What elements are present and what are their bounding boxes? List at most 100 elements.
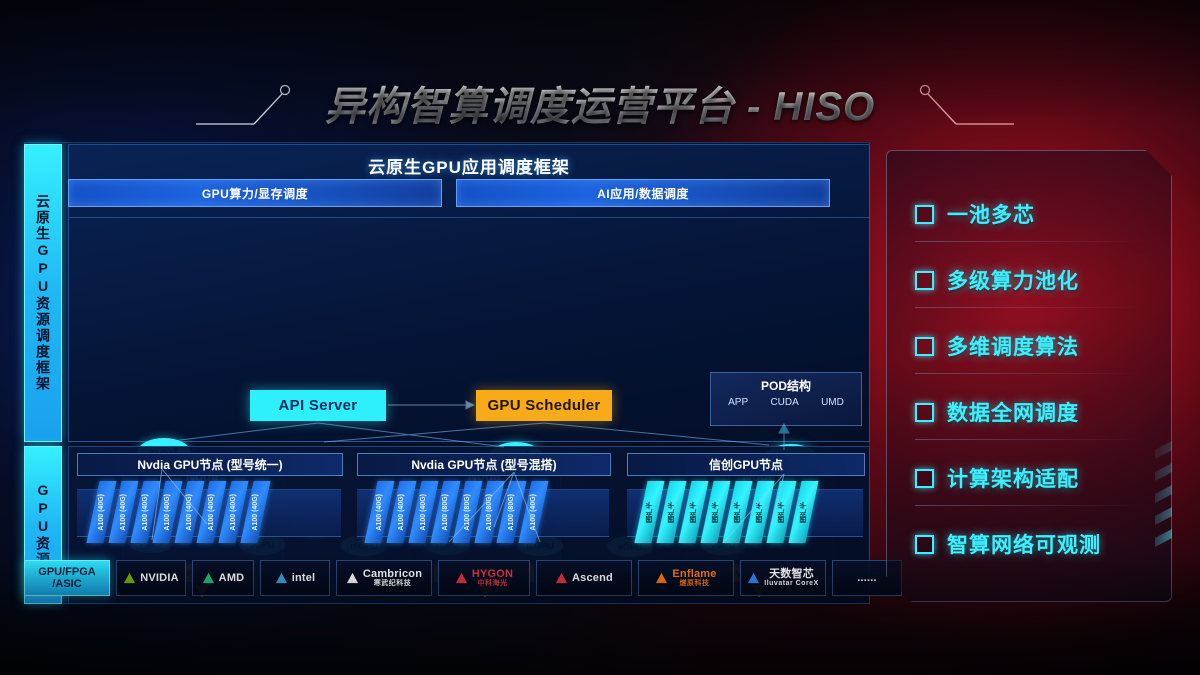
vendor-cell-enflame[interactable]: Enflame 燧原科技 (638, 560, 734, 596)
gpu-node-group-label-3: 信创GPU节点 (627, 453, 865, 476)
title-bar: 异构智算调度运营平台 - HISO (0, 72, 1200, 134)
gpu-card-label: 国产卡 (689, 501, 697, 523)
vendor-cell-cambricon[interactable]: Cambricon 寒武纪科技 (336, 560, 432, 596)
gpu-card-label: A100 (40G) (120, 493, 128, 531)
feature-separator (915, 505, 1143, 506)
feature-item-1[interactable]: 一池多芯 (915, 199, 1035, 229)
gpu-card-label: A100 (40G) (164, 493, 172, 531)
gpu-card-label: A100 (40G) (230, 493, 238, 531)
vendor-cell-amd[interactable]: AMD (192, 560, 254, 596)
gpu-card-label: A100 (40G) (186, 493, 194, 531)
vendor-text: Enflame 燧原科技 (672, 568, 716, 589)
feature-item-3-label: 多维调度算法 (947, 336, 1079, 359)
capability-bar-compute[interactable]: GPU算力/显存调度 (68, 179, 442, 207)
architecture-panel: 云原生GPU资源调度框架 GPU资源 云原生GPU应用调度框架 GPU算力/显存… (24, 142, 870, 604)
feature-item-2-label: 多级算力池化 (947, 270, 1079, 293)
feature-separator (915, 373, 1143, 374)
gpu-card-label: A100 (40G) (376, 493, 384, 531)
vendor-text: ...... (857, 572, 877, 585)
vendor-name: NVIDIA (140, 571, 179, 584)
sidebar-tab-cloud-native: 云原生GPU资源调度框架 (24, 144, 62, 442)
vendor-text: AMD (219, 572, 245, 585)
gpu-node-group-3-text: 信创GPU节点 (708, 458, 783, 472)
feature-item-5[interactable]: 计算架构适配 (915, 463, 1079, 493)
gpu-card-label: 国产卡 (799, 501, 807, 523)
page-title: 异构智算调度运营平台 - HISO (325, 74, 875, 132)
gpu-card-label: A100 (40G) (420, 493, 428, 531)
ascend-icon (555, 572, 568, 585)
gpu-card-label: A100 (40G) (142, 493, 150, 531)
checkbox-icon[interactable] (915, 469, 934, 488)
gpu-card-label: A100 (80G) (464, 493, 472, 531)
vendor-logo-row: GPU/FPGA/ASIC NVIDIA AMD intel Cambricon 寒武纪科… (24, 560, 902, 596)
feature-item-2[interactable]: 多级算力池化 (915, 265, 1079, 295)
feature-item-6[interactable]: 智算网络可观测 (915, 529, 1101, 559)
gpu-scheduler-label: GPU Scheduler (487, 397, 601, 414)
vendor-subname: 中科海光 (477, 580, 508, 588)
gpu-card-label: 国产卡 (777, 501, 785, 523)
cloud-native-title: 云原生GPU应用调度框架 (368, 158, 570, 177)
vendor-text: HYGON 中科海光 (472, 568, 513, 589)
vendor-name: HYGON (471, 567, 514, 580)
vendor-text: 天数智芯 Iluvatar CoreX (764, 568, 818, 589)
gpu-node-group-1-text: Nvdia GPU节点 (型号统一) (137, 458, 283, 472)
checkbox-icon[interactable] (915, 403, 934, 422)
feature-separator (915, 307, 1143, 308)
api-server-box[interactable]: API Server (250, 390, 386, 421)
title-decoration-right (919, 84, 1014, 125)
hygon-icon (455, 572, 468, 585)
vendor-cell-nvidia[interactable]: NVIDIA (116, 560, 186, 596)
gpu-node-group-label-1: Nvdia GPU节点 (型号统一) (77, 453, 343, 476)
gpu-card-label: A100 (80G) (486, 493, 494, 531)
section-divider (69, 217, 869, 218)
gpu-card-row-1: A100 (40G) A100 (40G) A100 (40G) A100 (40G)… (86, 481, 271, 543)
panel-stripe-decoration (1155, 441, 1189, 571)
api-server-label: API Server (278, 397, 358, 414)
gpu-card-label: A100 (40G) (398, 493, 406, 531)
sidebar-tab-gpu-resource-label: GPU资源 (35, 482, 51, 568)
vendor-text: Cambricon 寒武纪科技 (363, 568, 422, 589)
vendor-text: intel (292, 572, 316, 585)
gpu-card-label: 国产卡 (667, 501, 675, 523)
vendor-category-line2: /ASIC (52, 578, 82, 590)
pod-structure-items: APP CUDA UMD (711, 397, 861, 408)
vendor-cell-ascend[interactable]: Ascend (536, 560, 632, 596)
vendor-name: AMD (218, 571, 245, 584)
vendor-cell-hygon[interactable]: HYGON 中科海光 (438, 560, 530, 596)
nvidia-icon (123, 572, 136, 585)
vendor-text: NVIDIA (140, 572, 178, 585)
checkbox-icon[interactable] (915, 205, 934, 224)
sidebar-tab-cloud-native-label: 云原生GPU资源调度框架 (35, 194, 51, 392)
feature-panel: 一池多芯多级算力池化 多维调度算法数据全网调度计算架构适配 智算网络可观测 (886, 150, 1172, 602)
feature-separator (915, 439, 1143, 440)
gpu-scheduler-box[interactable]: GPU Scheduler (476, 390, 612, 421)
gpu-card-label: A100 (40G) (530, 493, 538, 531)
feature-item-6-label: 智算网络可观测 (947, 534, 1101, 557)
gpu-card-label: 国产卡 (711, 501, 719, 523)
intel-icon (275, 572, 288, 585)
vendor-cell-[interactable]: 天数智芯 Iluvatar CoreX (740, 560, 826, 596)
feature-item-4[interactable]: 数据全网调度 (915, 397, 1079, 427)
feature-item-3[interactable]: 多维调度算法 (915, 331, 1079, 361)
feature-separator (915, 241, 1143, 242)
vendor-cell-intel[interactable]: intel (260, 560, 330, 596)
checkbox-icon[interactable] (915, 271, 934, 290)
gpu-node-group-2-text: Nvdia GPU节点 (型号混搭) (411, 458, 557, 472)
checkbox-icon[interactable] (915, 535, 934, 554)
cambricon-icon (346, 572, 359, 585)
gpu-card-row-3: 国产卡 国产卡 国产卡 国产卡 国产卡 国产卡 国产卡 国产卡 (634, 481, 819, 543)
vendor-name: Enflame (672, 567, 717, 580)
feature-item-5-label: 计算架构适配 (947, 468, 1079, 491)
title-decoration-left (196, 84, 291, 125)
gpu-card-label: A100 (80G) (508, 493, 516, 531)
gpu-card-label: A100 (40G) (98, 493, 106, 531)
gpu-card-row-2: A100 (40G) A100 (40G) A100 (40G) A100 (80G)… (364, 481, 549, 543)
gpu-card-label: 国产卡 (755, 501, 763, 523)
pod-struct-item-app: APP (728, 397, 749, 408)
vendor-subname: 寒武纪科技 (373, 580, 412, 588)
capability-bar-ai[interactable]: AI应用/数据调度 (456, 179, 830, 207)
vendor-category-line1: GPU/FPGA (38, 566, 96, 578)
checkbox-icon[interactable] (915, 337, 934, 356)
feature-item-1-label: 一池多芯 (947, 204, 1035, 227)
